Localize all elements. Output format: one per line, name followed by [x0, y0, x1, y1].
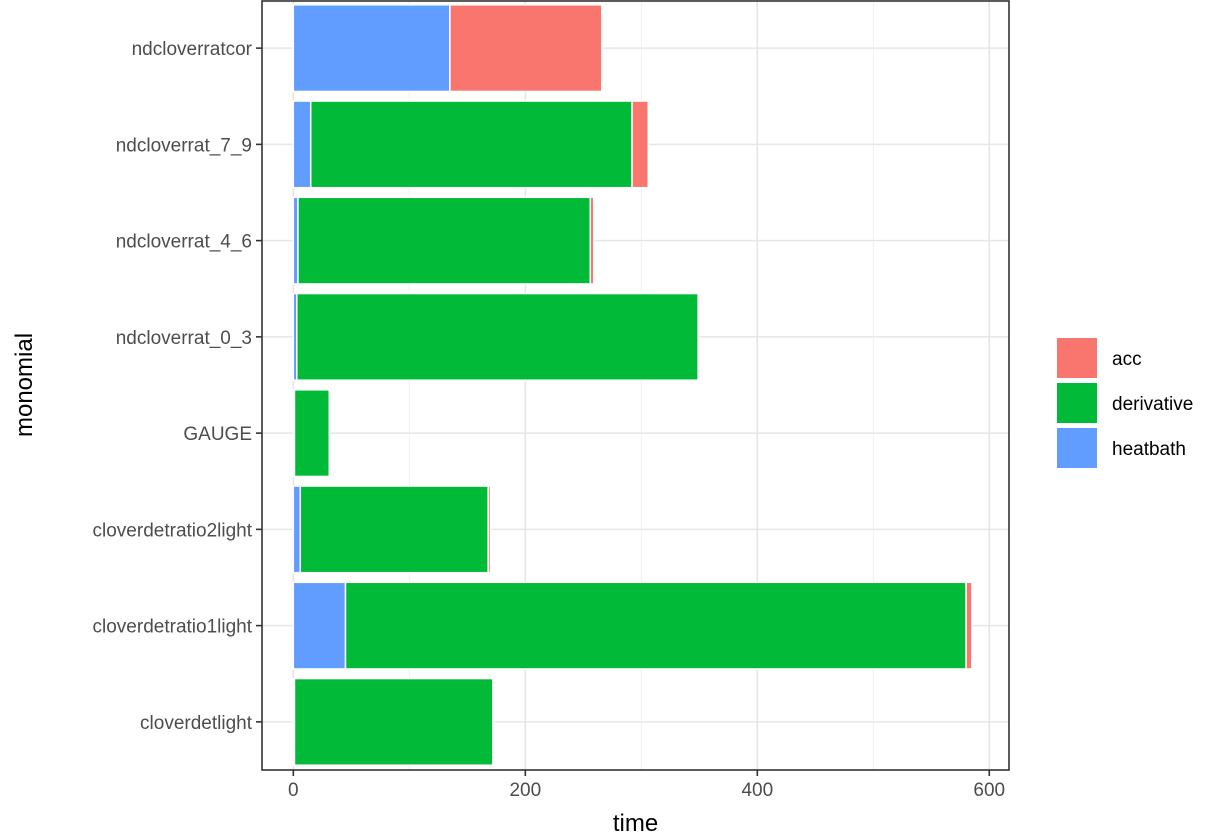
legend-key-heatbath — [1057, 428, 1097, 468]
bar-derivative — [309, 100, 633, 189]
bar-heatbath — [292, 485, 302, 574]
x-tick-label: 0 — [288, 780, 299, 801]
bar-heatbath — [292, 4, 451, 93]
y-axis: ndcloverratcor ndcloverrat_7_9 ndcloverrat… — [93, 39, 262, 734]
bar-derivative — [293, 677, 494, 766]
legend-key-derivative — [1057, 383, 1097, 423]
bar-acc — [631, 100, 650, 189]
x-tick-label: 400 — [741, 780, 773, 801]
bar-derivative — [299, 485, 489, 574]
y-tick-label: ndcloverrat_7_9 — [116, 135, 252, 156]
y-axis-title: monomial — [11, 333, 38, 437]
legend-key-acc — [1057, 338, 1097, 378]
legend-label: acc — [1112, 349, 1142, 370]
x-tick-label: 600 — [973, 780, 1005, 801]
legend-label: heatbath — [1112, 439, 1186, 460]
bar-derivative — [297, 196, 592, 285]
bar-derivative — [293, 389, 331, 478]
bar-acc — [487, 485, 492, 574]
bar-acc — [589, 196, 595, 285]
y-tick-label: ndcloverrat_4_6 — [116, 232, 252, 253]
bar-heatbath — [292, 581, 347, 670]
y-tick-label: ndcloverrat_0_3 — [116, 328, 252, 349]
bar-derivative — [344, 581, 967, 670]
legend: acc derivative heatbath — [1057, 338, 1193, 468]
y-tick-label: cloverdetlight — [140, 713, 253, 734]
legend-label: derivative — [1112, 394, 1193, 415]
y-tick-label: cloverdetratio2light — [93, 520, 253, 541]
y-tick-label: GAUGE — [183, 424, 252, 445]
x-tick-label: 200 — [509, 780, 541, 801]
bars — [292, 4, 973, 766]
y-tick-label: ndcloverratcor — [132, 39, 253, 60]
x-axis-title: time — [613, 810, 658, 837]
x-axis: 0 200 400 600 — [288, 770, 1005, 801]
bar-acc — [965, 581, 973, 670]
bar-heatbath — [292, 100, 312, 189]
bar-derivative — [296, 292, 699, 381]
panel-border — [261, 0, 1010, 771]
y-tick-label: cloverdetratio1light — [93, 617, 253, 638]
bar-acc — [449, 4, 603, 93]
